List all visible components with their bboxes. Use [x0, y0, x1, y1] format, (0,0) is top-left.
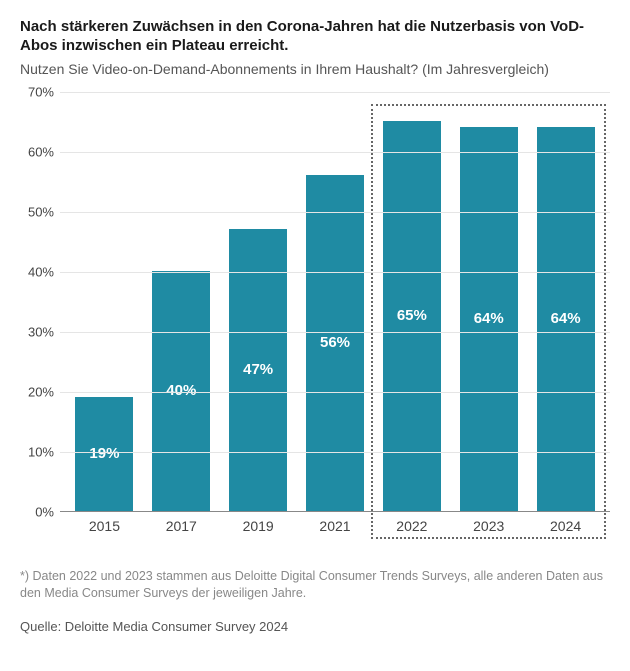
y-tick-label: 10%: [28, 444, 54, 459]
x-tick-label: 2021: [297, 518, 374, 534]
x-tick-label: 2023: [450, 518, 527, 534]
y-tick-label: 0%: [35, 504, 54, 519]
bar-slot: 47%: [220, 92, 297, 511]
bar-slot: 64%: [450, 92, 527, 511]
gridline: [60, 392, 610, 393]
bar-value-label: 64%: [551, 310, 581, 327]
x-tick-label: 2015: [66, 518, 143, 534]
bar-value-label: 40%: [166, 382, 196, 399]
x-tick-label: 2022: [373, 518, 450, 534]
plot-area: 19% 40% 47% 56% 65% 64% 64%: [60, 92, 610, 512]
bar-slot: 64%: [527, 92, 604, 511]
gridline: [60, 152, 610, 153]
y-tick-label: 70%: [28, 84, 54, 99]
y-tick-label: 50%: [28, 204, 54, 219]
bar-slot: 19%: [66, 92, 143, 511]
y-tick-label: 20%: [28, 384, 54, 399]
y-axis: 0%10%20%30%40%50%60%70%: [20, 92, 60, 512]
bars-group: 19% 40% 47% 56% 65% 64% 64%: [60, 92, 610, 511]
gridline: [60, 212, 610, 213]
source-text: Quelle: Deloitte Media Consumer Survey 2…: [20, 619, 610, 634]
bar: 56%: [306, 175, 364, 511]
bar-slot: 40%: [143, 92, 220, 511]
bar-slot: 65%: [373, 92, 450, 511]
bar-slot: 56%: [297, 92, 374, 511]
footnote-text: *) Daten 2022 und 2023 stammen aus Deloi…: [20, 568, 610, 602]
chart-container: 0%10%20%30%40%50%60%70% 19%40%47%56%65%6…: [20, 92, 610, 552]
chart-title: Nach stärkeren Zuwächsen in den Corona-J…: [20, 18, 610, 56]
gridline: [60, 452, 610, 453]
x-axis-labels: 2015201720192021202220232024: [60, 518, 610, 534]
bar-value-label: 65%: [397, 307, 427, 324]
chart-subtitle: Nutzen Sie Video-on-Demand-Abonnements i…: [20, 60, 610, 78]
bar-value-label: 64%: [474, 310, 504, 327]
x-tick-label: 2017: [143, 518, 220, 534]
x-tick-label: 2019: [220, 518, 297, 534]
bar: 40%: [152, 271, 210, 511]
bar: 64%: [537, 127, 595, 511]
gridline: [60, 332, 610, 333]
gridline: [60, 272, 610, 273]
bar: 19%: [75, 397, 133, 511]
gridline: [60, 92, 610, 93]
bar-value-label: 47%: [243, 361, 273, 378]
x-tick-label: 2024: [527, 518, 604, 534]
y-tick-label: 40%: [28, 264, 54, 279]
bar: 64%: [460, 127, 518, 511]
bar-value-label: 19%: [89, 445, 119, 462]
y-tick-label: 60%: [28, 144, 54, 159]
y-tick-label: 30%: [28, 324, 54, 339]
bar-value-label: 56%: [320, 334, 350, 351]
